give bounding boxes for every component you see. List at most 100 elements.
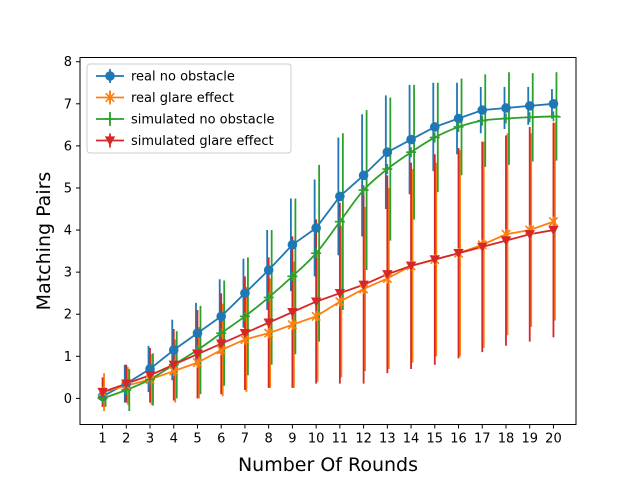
data-point <box>548 216 559 227</box>
data-point <box>501 103 511 113</box>
legend-item-simulated-glare-effect: simulated glare effect <box>96 133 274 149</box>
x-tick-label: 20 <box>545 432 562 447</box>
data-point <box>524 230 535 240</box>
data-point <box>358 185 369 196</box>
data-point <box>334 216 345 227</box>
x-tick-label: 7 <box>241 432 249 447</box>
data-point <box>311 248 322 259</box>
legend-label: real glare effect <box>131 91 234 106</box>
data-point <box>548 111 559 122</box>
x-axis-title: Number Of Rounds <box>238 454 418 476</box>
data-point <box>500 236 512 246</box>
x-tick-label: 12 <box>355 432 372 447</box>
data-point <box>144 371 156 381</box>
data-point <box>382 147 393 157</box>
x-tick-label: 18 <box>498 432 515 447</box>
data-point <box>406 134 416 145</box>
y-tick-label: 3 <box>64 266 72 281</box>
data-point <box>453 121 464 132</box>
markers-layer <box>97 98 559 404</box>
data-point <box>311 311 321 322</box>
data-point <box>382 270 393 280</box>
data-point <box>429 132 440 143</box>
x-tick-label: 6 <box>217 432 225 447</box>
data-point <box>239 311 250 322</box>
data-point <box>524 112 535 123</box>
x-tick-label: 16 <box>450 432 467 447</box>
data-point <box>263 318 274 328</box>
data-point <box>311 223 321 233</box>
data-point <box>287 271 298 282</box>
data-point <box>477 242 488 253</box>
data-point <box>358 170 369 181</box>
y-tick-label: 1 <box>64 350 72 365</box>
x-tick-label: 14 <box>403 432 420 447</box>
legend-box <box>86 63 292 154</box>
data-point <box>334 289 346 299</box>
data-point <box>263 292 274 303</box>
data-point <box>548 98 559 109</box>
data-point <box>477 105 488 115</box>
data-point <box>335 191 345 202</box>
data-point <box>287 319 298 330</box>
x-tick-label: 4 <box>170 432 178 447</box>
legend-marker <box>105 92 115 103</box>
data-point <box>263 327 274 339</box>
x-tick-label: 15 <box>427 432 444 447</box>
legend-label: real no obstacle <box>131 70 235 85</box>
x-tick-label: 5 <box>193 432 201 447</box>
x-tick-label: 11 <box>332 432 349 447</box>
markers-simulated-no-obstacle <box>97 111 559 404</box>
data-point <box>287 307 298 318</box>
data-point <box>477 115 488 126</box>
data-point <box>121 379 132 389</box>
y-tick-label: 0 <box>64 392 72 407</box>
data-point <box>239 329 251 339</box>
legend-items: real no obstacle real glare effect simulat… <box>96 69 274 149</box>
markers-simulated-glare-effect <box>97 225 559 398</box>
x-tick-label: 17 <box>474 432 491 447</box>
y-axis-ticks: 0 1 2 3 4 5 6 7 8 <box>64 55 80 407</box>
x-tick-label: 8 <box>265 432 273 447</box>
x-tick-label: 1 <box>98 432 106 447</box>
data-point <box>216 328 227 339</box>
y-tick-label: 5 <box>64 181 72 196</box>
x-tick-label: 2 <box>122 432 130 447</box>
data-point <box>500 113 511 124</box>
x-tick-label: 10 <box>308 432 325 447</box>
data-point <box>406 147 417 158</box>
data-point <box>168 345 179 355</box>
y-tick-label: 6 <box>64 139 72 154</box>
x-tick-label: 9 <box>288 432 296 447</box>
x-axis-ticks: 1 2 3 4 5 6 7 8 9 10 11 12 13 14 15 16 17 18 19 20 <box>98 424 562 447</box>
legend-item-real-no-obstacle: real no obstacle <box>96 69 235 85</box>
data-point <box>453 113 464 124</box>
legend-item-real-glare-effect: real glare effect <box>96 90 234 106</box>
data-point <box>524 101 535 111</box>
data-point <box>429 255 440 265</box>
data-point <box>216 311 227 322</box>
data-point <box>358 280 369 290</box>
data-point <box>263 265 274 275</box>
legend-marker <box>105 71 115 81</box>
x-tick-label: 3 <box>146 432 154 447</box>
data-point <box>240 288 250 298</box>
data-point <box>216 339 227 349</box>
series-line-real-glare-effect <box>102 220 554 393</box>
markers-real-glare-effect <box>97 216 559 398</box>
legend-marker <box>105 114 115 124</box>
data-point <box>97 387 108 398</box>
data-point <box>429 122 440 132</box>
x-tick-label: 19 <box>521 432 538 447</box>
series-line-simulated-no-obstacle <box>102 115 561 400</box>
y-tick-label: 7 <box>64 97 72 112</box>
legend-item-simulated-no-obstacle: simulated no obstacle <box>96 112 274 128</box>
data-point <box>168 360 179 370</box>
data-point <box>453 249 464 259</box>
x-tick-label: 13 <box>379 432 396 447</box>
data-point <box>192 350 203 360</box>
plot-frame <box>79 57 577 425</box>
y-tick-label: 4 <box>64 224 72 239</box>
y-tick-label: 2 <box>64 308 72 323</box>
